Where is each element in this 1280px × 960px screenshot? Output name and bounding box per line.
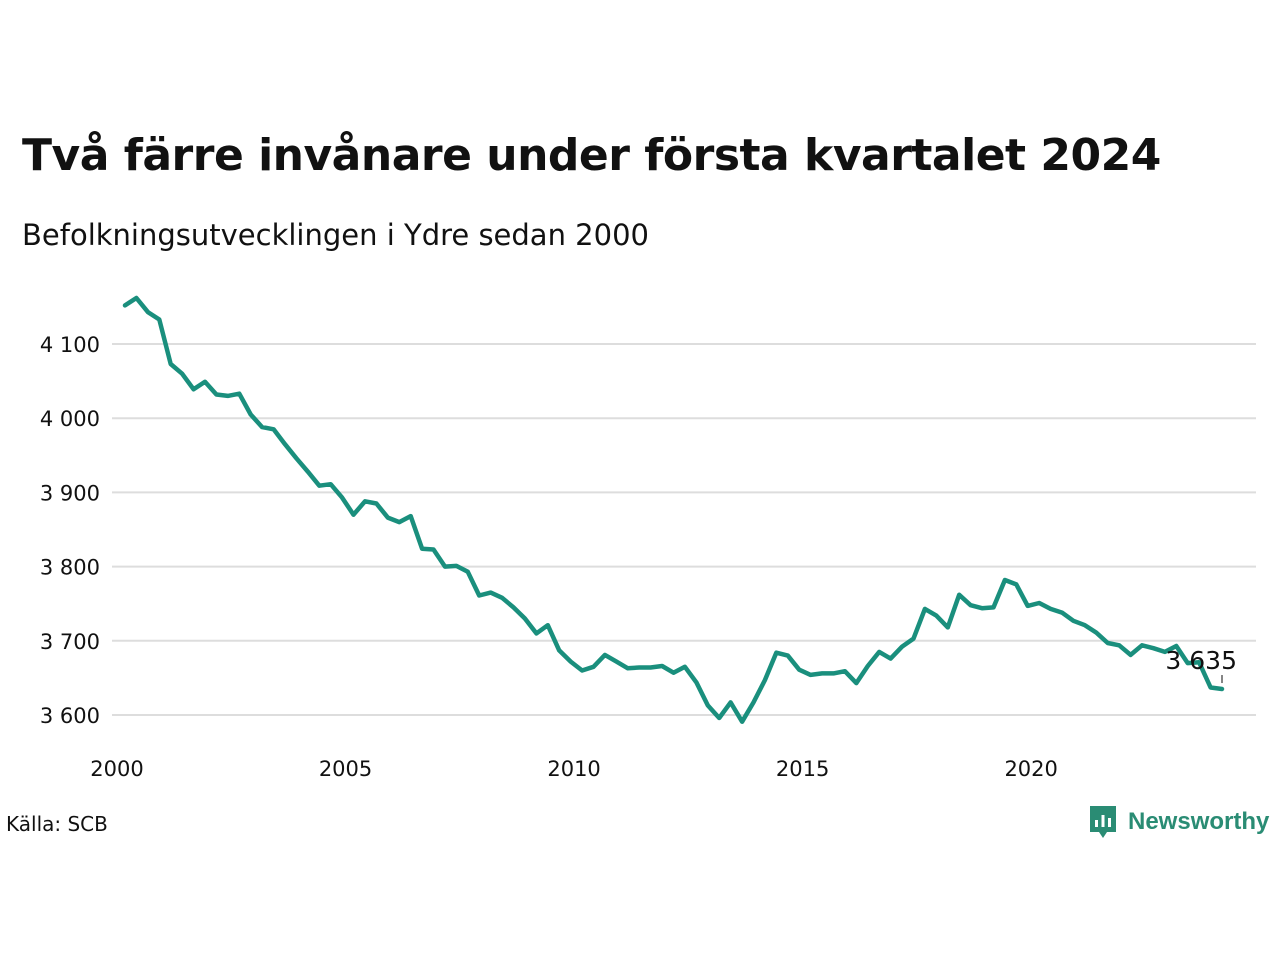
source-note: Källa: SCB [6,812,108,836]
chart-title: Två färre invånare under första kvartale… [22,130,1161,181]
series-line [122,295,1225,724]
y-tick-label: 4 000 [40,407,100,431]
x-tick-label: 2010 [547,757,600,781]
y-tick-label: 3 900 [40,481,100,505]
y-tick-label: 3 600 [40,704,100,728]
x-tick-label: 2020 [1004,757,1057,781]
newsworthy-logo[interactable]: Newsworthy [1088,804,1269,840]
y-tick-label: 3 800 [40,556,100,580]
chart-subtitle: Befolkningsutvecklingen i Ydre sedan 200… [22,218,649,252]
x-tick-label: 2000 [90,757,143,781]
y-tick-label: 3 700 [40,630,100,654]
y-tick-label: 4 100 [40,333,100,357]
last-value-label: 3 635 [1165,646,1237,675]
x-tick-label: 2005 [319,757,372,781]
x-tick-label: 2015 [776,757,829,781]
bar-chart-speech-bubble-icon [1090,806,1116,838]
brand-name: Newsworthy [1128,808,1270,835]
